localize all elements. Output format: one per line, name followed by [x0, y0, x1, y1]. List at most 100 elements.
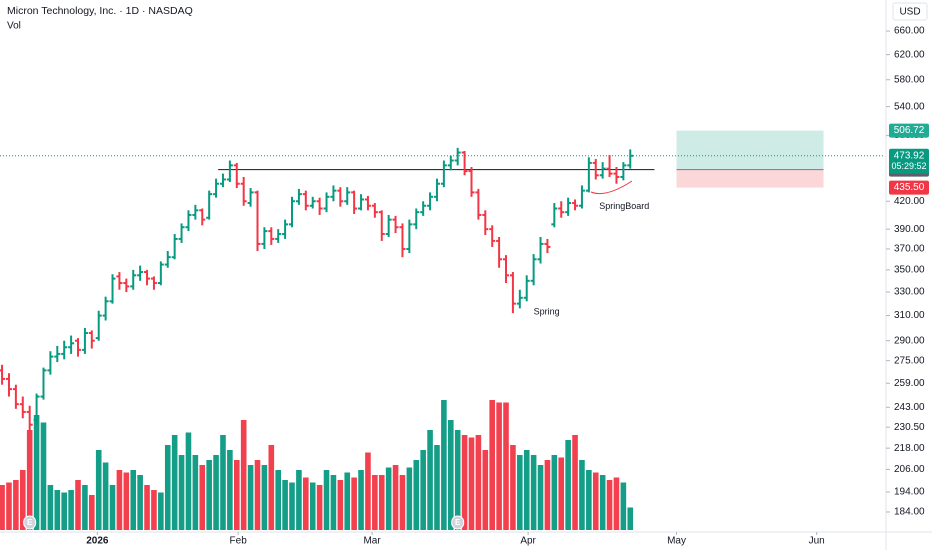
- volume-bar: [372, 475, 378, 530]
- volume-bar: [227, 450, 233, 530]
- volume-bar: [406, 467, 413, 530]
- volume-bar: [19, 470, 26, 530]
- volume-bar: [185, 432, 192, 530]
- volume-bar: [337, 480, 344, 530]
- volume-bar: [240, 420, 247, 530]
- y-tick-label: 290.00: [894, 335, 925, 346]
- y-tick-label: 243.00: [894, 402, 925, 413]
- volume-bar: [454, 430, 461, 530]
- volume-bar: [171, 435, 178, 530]
- target-zone: [676, 130, 824, 170]
- volume-bar: [468, 437, 475, 530]
- x-tick-label: Jun: [809, 536, 825, 547]
- volume-bar: [606, 480, 613, 530]
- volume-bar: [447, 420, 454, 530]
- volume-bar: [475, 435, 482, 530]
- currency: USD: [899, 7, 920, 18]
- x-tick-label: Mar: [363, 536, 381, 547]
- annotation: Spring: [534, 306, 560, 316]
- volume-bar: [551, 455, 558, 530]
- volume-bar: [61, 492, 68, 530]
- volume-bar: [102, 462, 109, 530]
- volume-bar: [613, 477, 620, 530]
- volume-bar: [461, 435, 468, 530]
- volume-bar: [385, 467, 392, 530]
- y-tick-label: 620.00: [894, 49, 925, 60]
- volume-bar: [392, 465, 399, 530]
- volume-bar: [482, 450, 489, 530]
- volume-label: Vol: [7, 21, 21, 32]
- y-tick-label: 420.00: [894, 196, 925, 207]
- volume-bar: [33, 415, 40, 530]
- volume-bar: [40, 422, 47, 530]
- currency-box[interactable]: [892, 2, 928, 21]
- volume-bar: [54, 490, 61, 530]
- volume-bar: [358, 470, 364, 530]
- y-tick-label: 206.00: [894, 464, 925, 475]
- volume-bar: [89, 495, 95, 530]
- volume-bar: [378, 475, 385, 530]
- x-tick-label: May: [667, 536, 686, 547]
- stop-badge: [889, 180, 929, 195]
- volume-bar: [95, 450, 102, 530]
- annotation-curve: [590, 180, 633, 195]
- volume-bar: [510, 445, 516, 530]
- volume-bar: [254, 460, 261, 530]
- volume-bar: [579, 460, 585, 530]
- volume-bar: [503, 402, 509, 530]
- y-tick-label: 580.00: [894, 74, 925, 85]
- volume-bar: [130, 470, 137, 530]
- stop-text: 435.50: [894, 182, 925, 193]
- volume-bar: [268, 445, 275, 530]
- x-tick-label: Apr: [520, 536, 536, 547]
- volume-bar: [627, 507, 634, 530]
- volume-bar: [530, 455, 537, 530]
- volume-bar: [565, 440, 571, 530]
- volume-bar: [434, 445, 440, 530]
- volume-bar: [0, 485, 5, 530]
- volume-bar: [82, 485, 88, 530]
- y-tick-label: 370.00: [894, 244, 925, 255]
- earnings-marker: [451, 515, 465, 530]
- earnings-label: E: [27, 518, 33, 527]
- y-tick-label: 350.00: [894, 265, 925, 276]
- volume-bar: [586, 470, 592, 530]
- volume-bar: [523, 450, 530, 530]
- volume-bar: [144, 485, 150, 530]
- volume-bar: [116, 470, 123, 530]
- volume-bar: [26, 430, 33, 530]
- y-tick-label: 230.50: [894, 422, 925, 433]
- volume-bar: [365, 452, 371, 530]
- volume-bar: [123, 472, 130, 530]
- volume-bar: [289, 482, 295, 530]
- volume-bar: [323, 470, 330, 530]
- y-tick-label: 310.00: [894, 310, 925, 321]
- volume-bar: [13, 480, 19, 530]
- stop-zone: [676, 169, 824, 188]
- volume-bar: [413, 460, 420, 530]
- last-price-badge: [889, 148, 929, 174]
- volume-bar: [489, 400, 496, 530]
- volume-bar: [109, 485, 116, 530]
- y-tick-label: 184.00: [894, 507, 925, 518]
- volume-bar: [496, 402, 502, 530]
- volume-bar: [75, 480, 81, 530]
- volume-bar: [427, 430, 433, 530]
- y-tick-label: 218.00: [894, 443, 925, 454]
- volume-bar: [296, 470, 302, 530]
- y-tick-label: 660.00: [894, 26, 925, 37]
- volume-bar: [247, 465, 254, 530]
- volume-bar: [420, 450, 426, 530]
- volume-bar: [261, 465, 268, 530]
- volume-bar: [233, 460, 240, 530]
- volume-bar: [151, 490, 157, 530]
- annotation: SpringBoard: [599, 201, 649, 211]
- y-tick-label: 540.00: [894, 101, 925, 112]
- volume-bar: [178, 455, 185, 530]
- volume-bar: [213, 455, 219, 530]
- volume-bar: [330, 475, 337, 530]
- volume-bar: [537, 465, 544, 530]
- volume-bar: [206, 460, 212, 530]
- volume-bar: [316, 485, 323, 530]
